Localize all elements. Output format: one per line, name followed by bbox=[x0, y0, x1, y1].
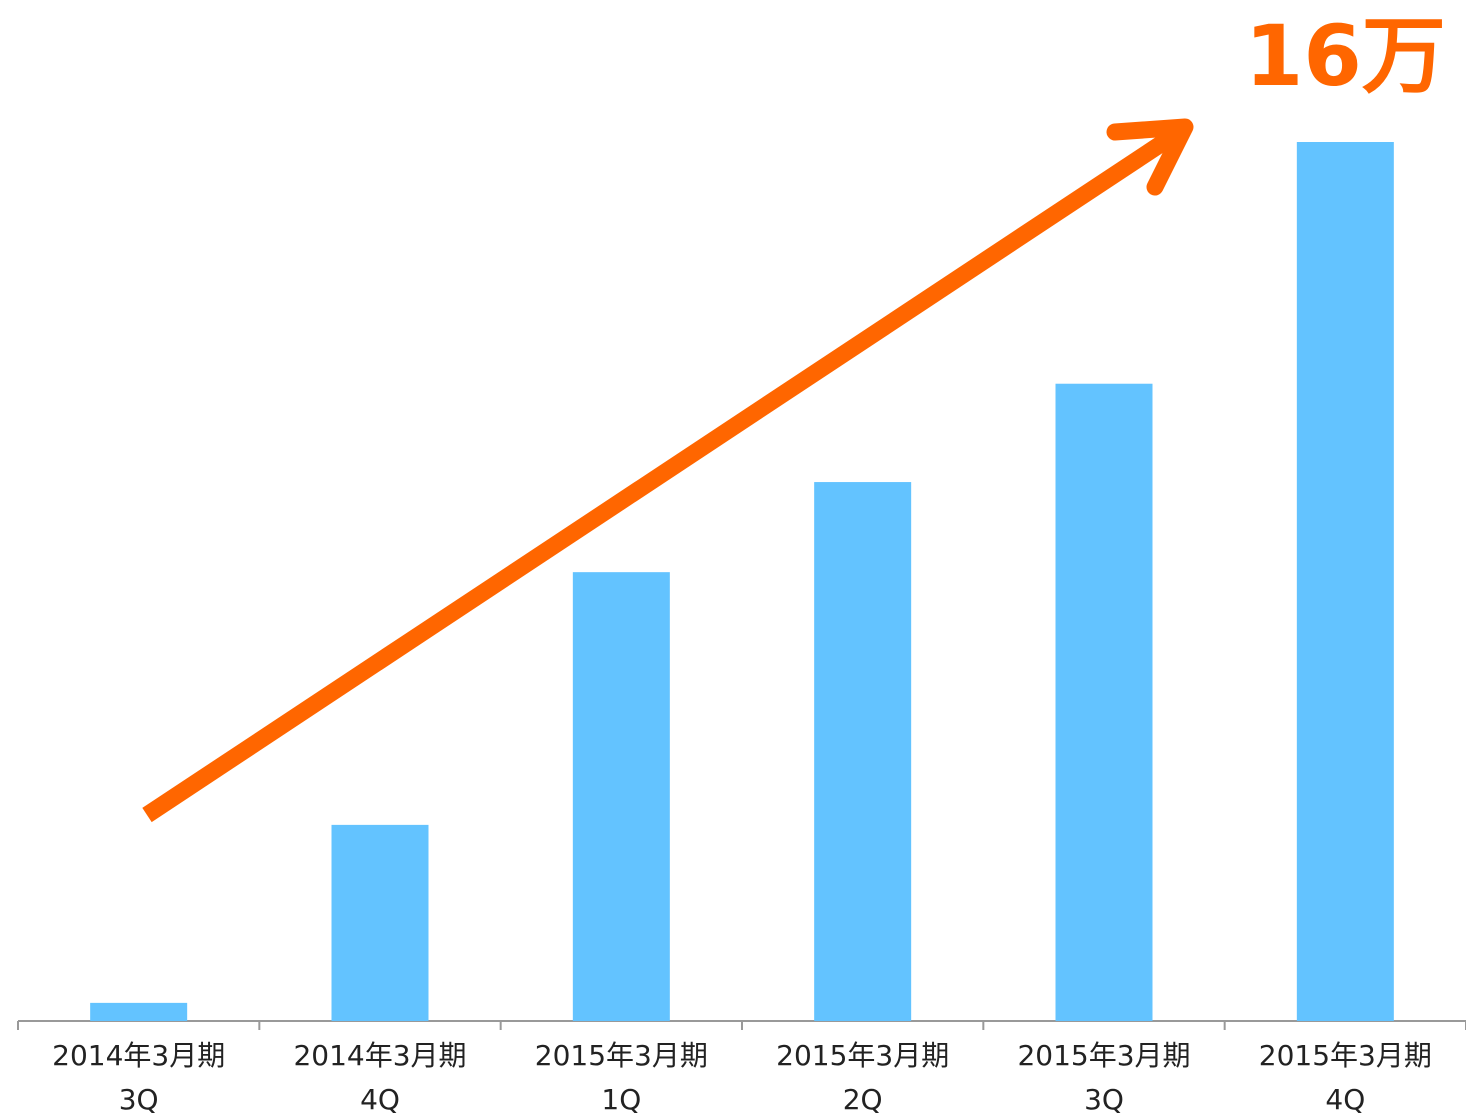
x-tick-label: 3Q bbox=[119, 1083, 159, 1116]
bar bbox=[331, 824, 429, 1021]
x-tick-label: 3Q bbox=[1084, 1083, 1124, 1116]
x-tick-label: 2015年3月期 bbox=[1259, 1039, 1432, 1072]
x-tick-label: 1Q bbox=[601, 1083, 641, 1116]
bar bbox=[1296, 142, 1394, 1021]
x-tick-label: 2015年3月期 bbox=[776, 1039, 949, 1072]
bar bbox=[572, 572, 670, 1021]
x-tick-label: 2014年3月期 bbox=[293, 1039, 466, 1072]
x-tick-label: 4Q bbox=[360, 1083, 400, 1116]
x-tick-label: 2014年3月期 bbox=[52, 1039, 225, 1072]
bar bbox=[1055, 383, 1153, 1022]
value-label: 16万 bbox=[1245, 7, 1446, 105]
bar bbox=[814, 482, 912, 1021]
x-tick-label: 4Q bbox=[1325, 1083, 1365, 1116]
trend-arrow bbox=[142, 118, 1194, 823]
x-tick-label: 2015年3月期 bbox=[1017, 1039, 1190, 1072]
x-tick-label: 2015年3月期 bbox=[535, 1039, 708, 1072]
bar bbox=[90, 1002, 188, 1021]
x-tick-label: 2Q bbox=[843, 1083, 883, 1116]
